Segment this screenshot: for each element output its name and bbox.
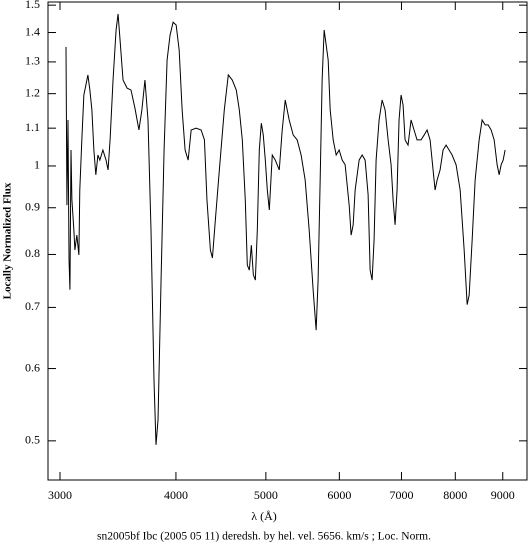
y-tick-label: 1.2 xyxy=(25,85,40,99)
y-tick-label: 1.4 xyxy=(25,24,40,38)
y-tick-label: 0.6 xyxy=(25,360,40,374)
y-tick-label: 0.7 xyxy=(25,299,40,313)
x-tick-label: 7000 xyxy=(389,488,413,502)
x-tick-label: 3000 xyxy=(48,488,72,502)
y-tick-label: 0.5 xyxy=(25,433,40,447)
x-tick-label: 8000 xyxy=(443,488,467,502)
y-tick-label: 0.9 xyxy=(25,199,40,213)
y-tick-label: 0.8 xyxy=(25,246,40,260)
spectrum-line xyxy=(65,13,506,445)
caption: sn2005bf Ibc (2005 05 11) deredsh. by he… xyxy=(97,531,431,543)
x-tick-label: 5000 xyxy=(254,488,278,502)
y-axis-label: Locally Normalized Flux xyxy=(2,182,14,299)
y-tick-label: 1.5 xyxy=(25,0,40,11)
x-tick-label: 6000 xyxy=(327,488,351,502)
y-tick-label: 1 xyxy=(34,158,40,172)
y-tick-label: 1.1 xyxy=(25,120,40,134)
x-tick-label: 9000 xyxy=(491,488,515,502)
plot-frame xyxy=(47,1,528,481)
x-axis-label: λ (Å) xyxy=(251,509,276,523)
y-tick-label: 1.3 xyxy=(25,54,40,68)
x-tick-label: 4000 xyxy=(164,488,188,502)
